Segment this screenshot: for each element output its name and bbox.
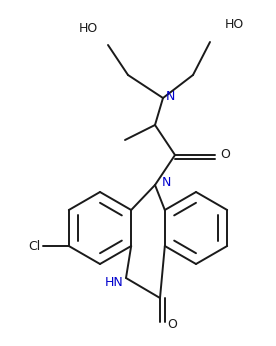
Text: HO: HO	[224, 18, 244, 31]
Text: HN: HN	[105, 276, 123, 290]
Text: N: N	[162, 176, 171, 190]
Text: O: O	[220, 148, 230, 162]
Text: O: O	[167, 318, 177, 330]
Text: Cl: Cl	[29, 239, 41, 253]
Text: N: N	[166, 91, 175, 103]
Text: HO: HO	[78, 21, 98, 35]
